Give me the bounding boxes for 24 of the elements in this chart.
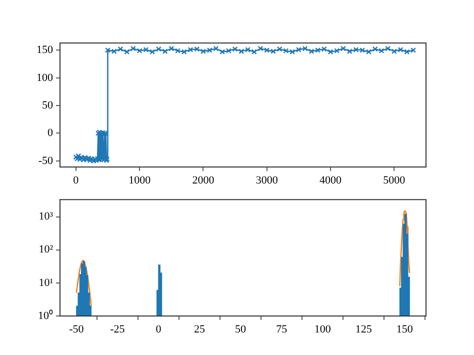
x-tick-label: 150 (396, 323, 414, 336)
y-tick-label: 10¹ (38, 276, 53, 289)
x-tick-label: -25 (110, 323, 126, 336)
y-tick-label: 150 (36, 44, 54, 56)
x-tick-label: 75 (276, 323, 288, 336)
y-tick-label: 10⁰ (38, 308, 53, 322)
x-tick-label: 2000 (192, 174, 215, 186)
y-tick-label: 10³ (38, 210, 54, 223)
y-tick-label: 0 (48, 127, 54, 140)
x-tick-label: 4000 (320, 174, 342, 186)
x-tick-label: 0 (73, 174, 80, 186)
x-tick-label: 100 (314, 323, 332, 336)
x-tick-label: 3000 (256, 174, 278, 186)
y-tick-label: 10² (38, 244, 54, 256)
y-tick-label: 100 (36, 72, 54, 84)
x-tick-label: 25 (194, 323, 206, 336)
x-tick-label: -50 (69, 323, 84, 336)
y-tick-label: -50 (38, 154, 54, 167)
x-tick-label: 5000 (383, 174, 406, 186)
y-tick-label: 50 (42, 99, 54, 112)
x-tick-label: 0 (156, 323, 162, 336)
x-tick-label: 1000 (128, 174, 152, 186)
x-tick-label: 125 (355, 323, 372, 336)
x-tick-label: 50 (235, 323, 247, 336)
